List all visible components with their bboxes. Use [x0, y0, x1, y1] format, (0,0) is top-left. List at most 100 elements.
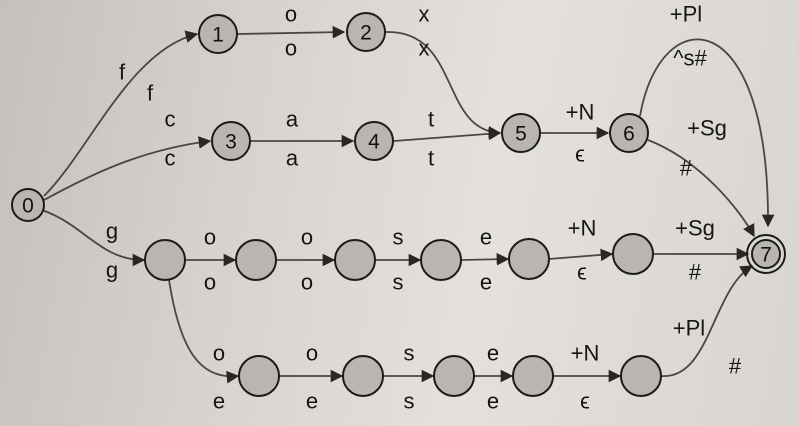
state-label: 5 [515, 123, 527, 146]
state-n1: 1 [198, 14, 238, 54]
edge-upper-label: e [487, 341, 499, 366]
edge-lower-label: s [404, 389, 415, 414]
edge-upper-label: o [285, 2, 297, 27]
state-circle [620, 355, 662, 397]
state-circle [346, 12, 386, 52]
edge-lower-label: f [147, 81, 154, 106]
state-label: 4 [368, 131, 380, 154]
edge-upper-label: +N [571, 341, 600, 366]
edge-upper-label: f [119, 60, 126, 85]
state-circle [238, 355, 280, 397]
edge-labels-layer: ffooxxccaatt+Nϵ+Pl^s#+Sg#ggoooossee+Nϵ+S… [106, 2, 742, 414]
state-h3 [433, 355, 475, 397]
state-g1 [144, 239, 186, 281]
edge-lower-label: ^s# [673, 46, 707, 71]
edge-upper-label: e [480, 225, 492, 250]
edge-lower-label: g [106, 258, 118, 283]
state-circle [211, 121, 251, 161]
edge-upper-label: o [306, 341, 318, 366]
edge-upper-label: s [393, 225, 404, 250]
state-circle [751, 239, 781, 269]
edge-lower-label: o [301, 270, 313, 295]
edge-n1-n2 [237, 25, 346, 39]
edge-lower-label: c [165, 146, 176, 171]
edge-n2-n5 [385, 31, 502, 139]
state-circle [144, 239, 186, 281]
edge-n0-n1 [43, 30, 199, 197]
edge-upper-label: +Sg [687, 116, 727, 141]
state-circle [512, 355, 554, 397]
edge-upper-label: x [419, 2, 430, 27]
edge-n6-n7 [639, 38, 775, 228]
state-circle [508, 238, 550, 280]
state-n4: 4 [354, 121, 394, 161]
edge-n0-n3 [43, 136, 212, 201]
edge-lower-label: s [393, 270, 404, 295]
state-h2 [342, 355, 384, 397]
state-h4 [512, 355, 554, 397]
state-circle [433, 355, 475, 397]
edge-upper-label: o [204, 225, 216, 250]
state-circle [420, 239, 462, 281]
edge-upper-label: t [428, 107, 434, 132]
state-n3: 3 [211, 121, 251, 161]
edge-lower-label: e [487, 389, 499, 414]
state-circle [501, 113, 541, 153]
edge-n0-g1 [41, 209, 146, 267]
edge-upper-label: o [301, 225, 313, 250]
edge-lower-label: o [204, 270, 216, 295]
state-circle [609, 113, 649, 153]
edge-lower-label: # [729, 354, 742, 379]
edge-lower-label: x [419, 36, 430, 61]
edge-upper-label: +Pl [673, 316, 705, 341]
edge-g4-g5 [460, 252, 510, 266]
state-g2 [235, 239, 277, 281]
state-label: 1 [212, 24, 224, 47]
final-state-ring [746, 234, 786, 274]
edge-upper-label: +N [566, 100, 595, 125]
edge-h5-n7 [660, 265, 754, 377]
edge-n6-n7 [647, 139, 755, 238]
state-h1 [238, 355, 280, 397]
state-circle [354, 121, 394, 161]
state-circle [198, 14, 238, 54]
edge-lower-label: ϵ [575, 142, 585, 167]
edge-lower-label: e [480, 270, 492, 295]
edge-g1-h1 [168, 279, 240, 384]
state-label: 3 [225, 131, 237, 154]
edge-lower-label: e [213, 389, 225, 414]
nodes-layer: 0 1 2 3 4 5 6 7 [11, 12, 786, 397]
state-h5 [620, 355, 662, 397]
edge-upper-label: o [213, 341, 225, 366]
edge-n4-n5 [393, 127, 502, 142]
edge-upper-label: s [404, 341, 415, 366]
state-g6 [612, 233, 654, 275]
edge-lower-label: # [689, 260, 702, 285]
edge-lower-label: ϵ [580, 389, 590, 414]
edge-lower-label: e [306, 389, 318, 414]
edge-g5-g6 [548, 248, 614, 262]
state-circle [235, 239, 277, 281]
state-circle [11, 188, 45, 222]
state-n7: 7 [746, 234, 786, 274]
state-n5: 5 [501, 113, 541, 153]
edge-lower-label: # [680, 156, 693, 181]
edge-lower-label: t [428, 146, 434, 171]
state-label: 6 [623, 123, 635, 146]
state-label: 2 [360, 22, 372, 45]
edge-upper-label: a [286, 107, 299, 132]
edge-upper-label: +N [568, 216, 597, 241]
state-g4 [420, 239, 462, 281]
state-n0: 0 [11, 188, 45, 222]
edge-lower-label: a [286, 146, 299, 171]
state-n6: 6 [609, 113, 649, 153]
edges-layer [41, 25, 775, 384]
edge-upper-label: +Sg [675, 216, 715, 241]
state-label: 7 [760, 244, 772, 267]
edge-upper-label: c [165, 107, 176, 132]
state-circle [342, 355, 384, 397]
state-label: 0 [22, 195, 34, 218]
state-g3 [334, 239, 376, 281]
